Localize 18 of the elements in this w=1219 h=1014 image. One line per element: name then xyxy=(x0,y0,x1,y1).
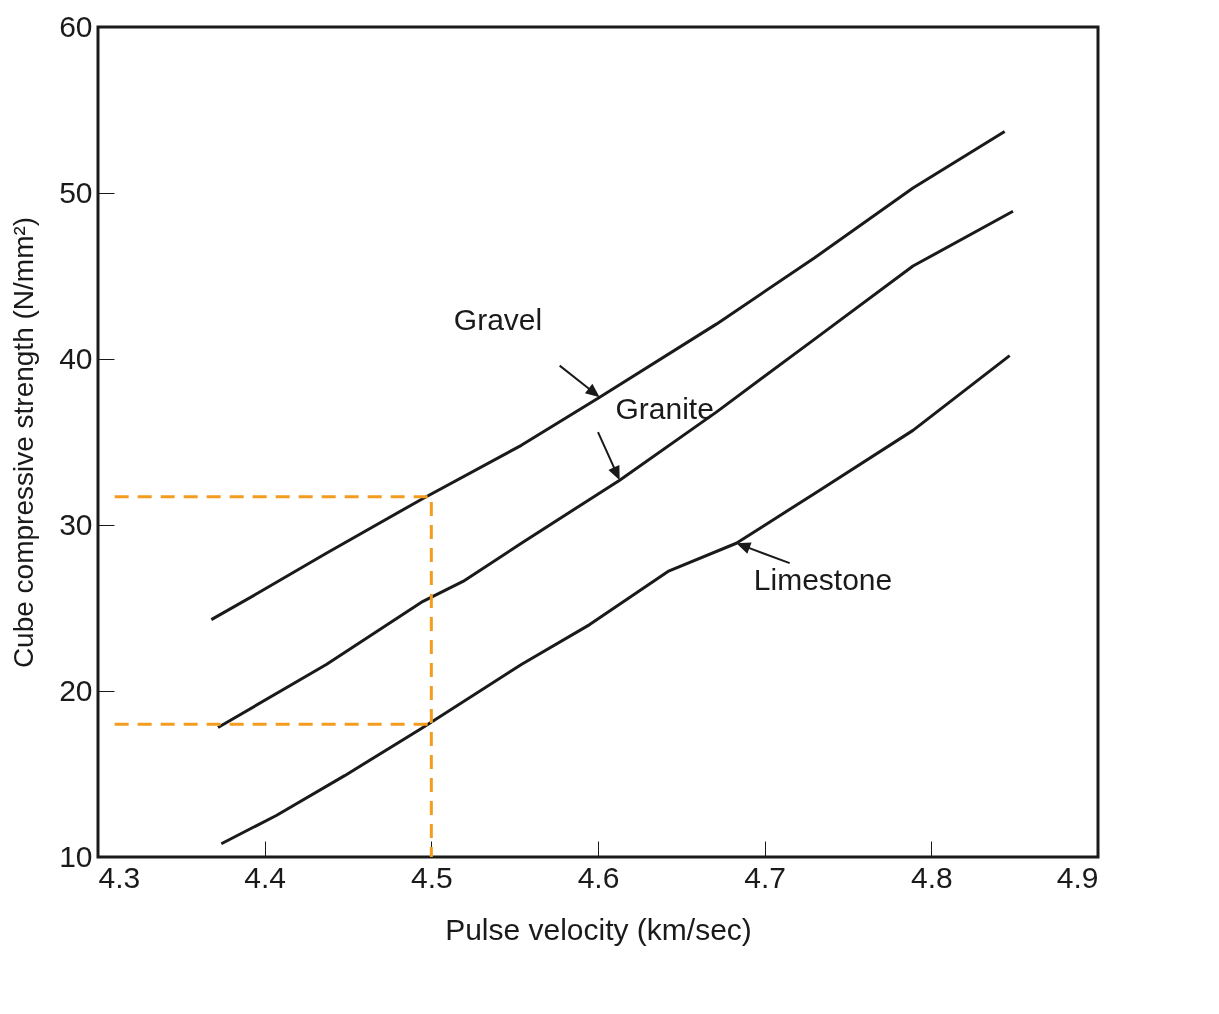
y-tick-label: 10 xyxy=(59,839,93,873)
x-axis-title: Pulse velocity (km/sec) xyxy=(445,912,752,946)
x-tick-label: 4.3 xyxy=(98,860,141,894)
legend-label: Limestone xyxy=(753,563,893,597)
x-tick-label: 4.6 xyxy=(577,860,620,894)
x-tick-label: 4.4 xyxy=(244,860,287,894)
x-tick-label: 4.5 xyxy=(410,860,453,894)
y-tick-label: 20 xyxy=(59,673,93,707)
y-tick-label: 40 xyxy=(59,341,93,375)
y-tick-label: 50 xyxy=(59,175,93,209)
y-tick-label: 60 xyxy=(59,9,93,43)
y-axis-title: Cube compressive strength (N/mm²) xyxy=(8,216,40,669)
x-tick-label: 4.8 xyxy=(910,860,953,894)
y-tick-label: 30 xyxy=(59,507,93,541)
x-tick-label: 4.9 xyxy=(1056,860,1099,894)
series-label: Granite xyxy=(615,392,714,426)
x-tick-label: 4.7 xyxy=(744,860,787,894)
text: Gravel xyxy=(453,302,543,336)
